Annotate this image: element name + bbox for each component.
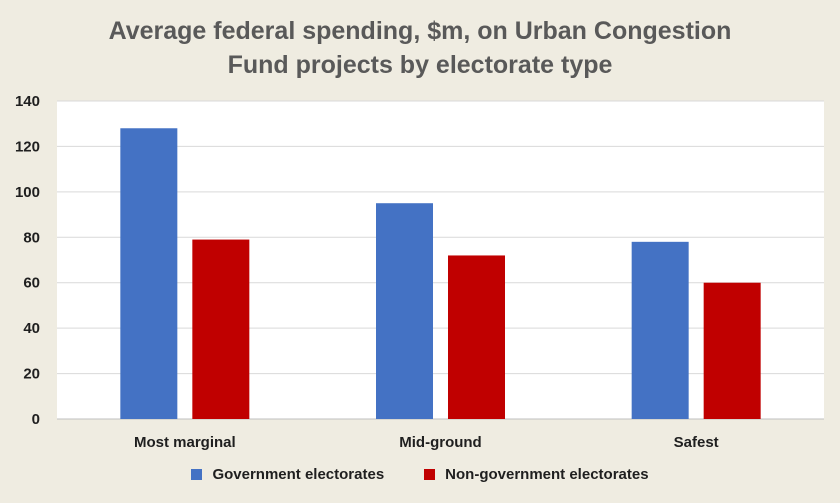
y-tick-label: 40 [23, 320, 40, 337]
legend-item-non-government: Non-government electorates [424, 466, 649, 483]
y-tick-label: 80 [23, 229, 40, 246]
bar-non-government [192, 239, 250, 419]
y-tick-label: 120 [15, 138, 40, 155]
bar-government [631, 241, 689, 419]
x-category-label: Safest [674, 434, 719, 451]
x-category-label: Mid-ground [399, 434, 481, 451]
legend-label-government: Government electorates [212, 466, 385, 483]
bar-government [120, 128, 178, 419]
x-category-label: Most marginal [134, 434, 236, 451]
chart-title: Average federal spending, $m, on Urban C… [0, 14, 840, 82]
bar-government [376, 203, 433, 419]
y-tick-label: 60 [23, 275, 40, 292]
legend-item-government: Government electorates [191, 466, 384, 483]
legend-swatch-non-government [424, 469, 436, 480]
chart-title-line2: Fund projects by electorate type [227, 51, 613, 79]
legend-label-non-government: Non-government electorates [445, 466, 649, 483]
y-tick-label: 20 [23, 366, 40, 383]
y-tick-label: 100 [15, 184, 40, 201]
chart-legend: Government electorates Non-government el… [0, 466, 840, 483]
plot-area [57, 101, 824, 419]
y-tick-label: 0 [32, 411, 40, 428]
chart-title-line1: Average federal spending, $m, on Urban C… [108, 17, 732, 45]
y-tick-label: 140 [15, 93, 40, 110]
bar-non-government [448, 255, 505, 419]
legend-swatch-government [191, 469, 203, 480]
bar-non-government [703, 282, 761, 419]
